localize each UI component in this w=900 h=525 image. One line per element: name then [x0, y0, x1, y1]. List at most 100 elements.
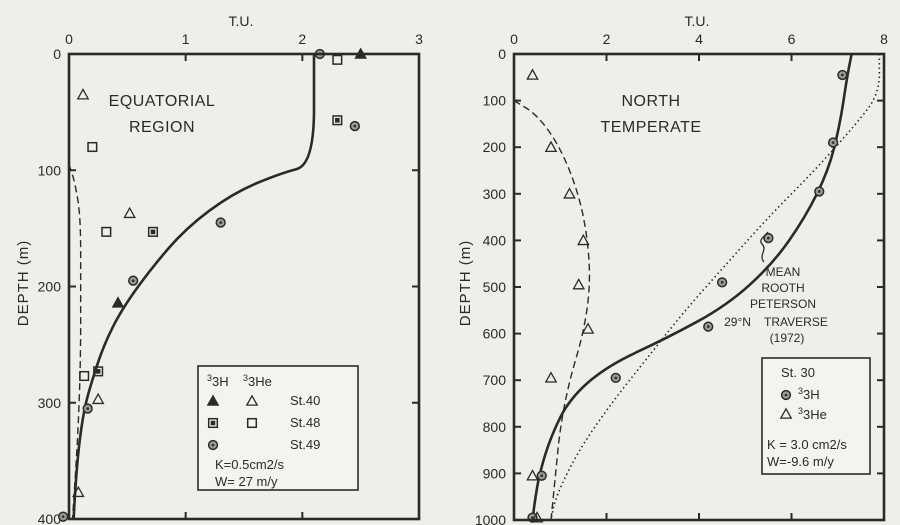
right-legend-label-3He: 33He [798, 406, 827, 422]
right-panel-title-line2: TEMPERATE [600, 119, 701, 136]
y-tick-label: 700 [483, 372, 507, 388]
y-tick-label: 200 [38, 279, 62, 295]
x-tick-label: 2 [603, 31, 611, 47]
annotation-line-1: MEAN [766, 265, 801, 279]
left-panel-title-line2: REGION [129, 119, 195, 136]
left-model-curves [69, 54, 316, 519]
dotted-circle-point [837, 69, 848, 81]
right-y-ticks: 0 100 200 300 400 500 600 700 800 900 1000 [475, 46, 884, 525]
legend-dotted-circle-icon [780, 389, 792, 401]
y-tick-label: 1000 [475, 512, 506, 525]
right-legend-box [761, 357, 871, 475]
y-tick-label: 400 [483, 232, 507, 248]
legend-filled-triangle-icon [206, 394, 220, 406]
y-tick-label: 500 [483, 279, 507, 295]
open-triangle-point [526, 68, 539, 80]
x-tick-label: 2 [298, 31, 306, 47]
open-triangle-point [577, 233, 590, 246]
x-tick-label: 3 [415, 31, 423, 47]
legend-dotted-circle-icon [207, 439, 219, 451]
right-data-points [526, 68, 848, 523]
left-panel-title-line1: EQUATORIAL [109, 93, 216, 110]
open-triangle-point [123, 206, 136, 219]
left-legend-markers [206, 394, 259, 451]
legend-header-3H: 33H [207, 373, 229, 389]
open-triangle-point [91, 392, 105, 405]
right-legend-note-w: W=-9.6 m/y [767, 454, 834, 469]
open-triangle-point [72, 485, 85, 498]
y-tick-label: 600 [483, 326, 507, 342]
open-square-point [79, 370, 90, 382]
annotation-line-2: ROOTH [761, 281, 804, 295]
dotted-circle-point [827, 137, 839, 148]
filled-square-point [147, 226, 159, 237]
right-panel-title-line1: NORTH [621, 93, 680, 110]
dotted-circle-point [349, 120, 360, 132]
dotted-circle-point [536, 470, 547, 481]
right-plot-frame [512, 52, 886, 522]
dotted-circle-point [82, 403, 93, 414]
annotation-line-4: 29°N TRAVERSE [724, 315, 828, 329]
legend-filled-square-icon [207, 417, 219, 429]
legend-open-square-icon [246, 417, 258, 429]
right-legend-title: St. 30 [781, 365, 815, 380]
open-triangle-point [544, 371, 558, 383]
rooth-peterson-annotation: MEAN ROOTH PETERSON 29°N TRAVERSE (1972) [724, 231, 828, 345]
filled-square-point [93, 366, 104, 377]
x-tick-label: 4 [695, 31, 703, 47]
open-triangle-point [530, 511, 544, 523]
legend-header-3He: 33He [243, 373, 272, 389]
legend-open-triangle-icon [245, 394, 259, 406]
north-temperate-panel: T.U. 0 2 4 6 8 0 100 200 300 400 500 600 700 800 900 1… [457, 13, 888, 525]
legend-row-st40: St.40 [290, 393, 320, 408]
annotation-leader-line [760, 231, 769, 263]
dotted-circle-point [58, 511, 69, 522]
dotted-circle-point [703, 321, 714, 332]
y-tick-label: 300 [483, 186, 507, 202]
equatorial-panel: T.U. 0 1 2 3 0 100 200 300 400 DEPTH (m) EQUATO… [15, 13, 423, 525]
legend-row-st48: St.48 [290, 415, 320, 430]
legend-note-w: W= 27 m/y [215, 474, 278, 489]
left-y-axis-label: DEPTH (m) [15, 240, 32, 327]
legend-note-k: K=0.5cm2/s [215, 457, 285, 472]
open-square-point [101, 226, 112, 237]
left-plot-frame [67, 52, 421, 521]
right-legend-label-3H: 33H [798, 386, 820, 402]
open-square-point [87, 141, 98, 153]
dotted-model-curve [550, 54, 881, 520]
x-tick-label: 0 [510, 31, 518, 47]
legend-open-triangle-icon [779, 407, 793, 419]
right-legend-markers [779, 389, 793, 419]
x-tick-label: 6 [788, 31, 796, 47]
annotation-line-5: (1972) [770, 331, 805, 345]
left-legend: 33H 33He St.40 St.48 St.49 K=0.5cm2/s W=… [197, 365, 359, 491]
dotted-circle-point [215, 217, 226, 228]
x-tick-label: 1 [182, 31, 190, 47]
y-tick-label: 100 [483, 93, 507, 109]
open-triangle-point [572, 278, 586, 290]
right-top-axis-label: T.U. [685, 13, 710, 29]
open-triangle-point [563, 187, 576, 199]
open-triangle-point [76, 88, 90, 100]
left-legend-box [197, 365, 359, 491]
y-tick-label: 200 [483, 139, 507, 155]
dotted-circle-point [128, 275, 139, 286]
open-triangle-point [581, 322, 595, 334]
right-y-axis-label: DEPTH (m) [457, 240, 474, 327]
y-tick-label: 100 [38, 162, 62, 178]
dotted-circle-point [716, 277, 728, 288]
dotted-circle-point [763, 232, 774, 244]
y-tick-label: 400 [38, 511, 62, 525]
y-tick-label: 800 [483, 419, 507, 435]
dashed-model-curve [514, 100, 591, 520]
x-tick-label: 8 [880, 31, 888, 47]
legend-row-st49: St.49 [290, 437, 320, 452]
right-legend: St. 30 33H 33He K = 3.0 cm2/s W=-9.6 m/y [761, 357, 871, 475]
open-triangle-point [544, 140, 558, 153]
y-tick-label: 300 [38, 395, 62, 411]
dotted-circle-point [814, 186, 825, 197]
filled-square-point [332, 115, 343, 126]
open-triangle-point [526, 469, 539, 481]
annotation-line-3: PETERSON [750, 297, 816, 311]
